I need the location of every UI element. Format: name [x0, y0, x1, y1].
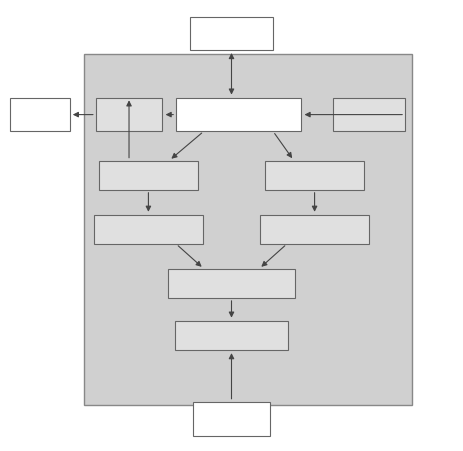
FancyBboxPatch shape [84, 55, 412, 405]
FancyBboxPatch shape [265, 161, 364, 191]
FancyBboxPatch shape [95, 98, 163, 132]
FancyBboxPatch shape [10, 98, 70, 132]
FancyBboxPatch shape [175, 321, 288, 350]
FancyBboxPatch shape [99, 161, 198, 191]
FancyBboxPatch shape [190, 18, 273, 51]
FancyBboxPatch shape [94, 216, 203, 244]
FancyBboxPatch shape [168, 269, 295, 299]
FancyBboxPatch shape [176, 98, 301, 132]
FancyBboxPatch shape [333, 98, 405, 132]
FancyBboxPatch shape [260, 216, 369, 244]
FancyBboxPatch shape [194, 402, 269, 436]
